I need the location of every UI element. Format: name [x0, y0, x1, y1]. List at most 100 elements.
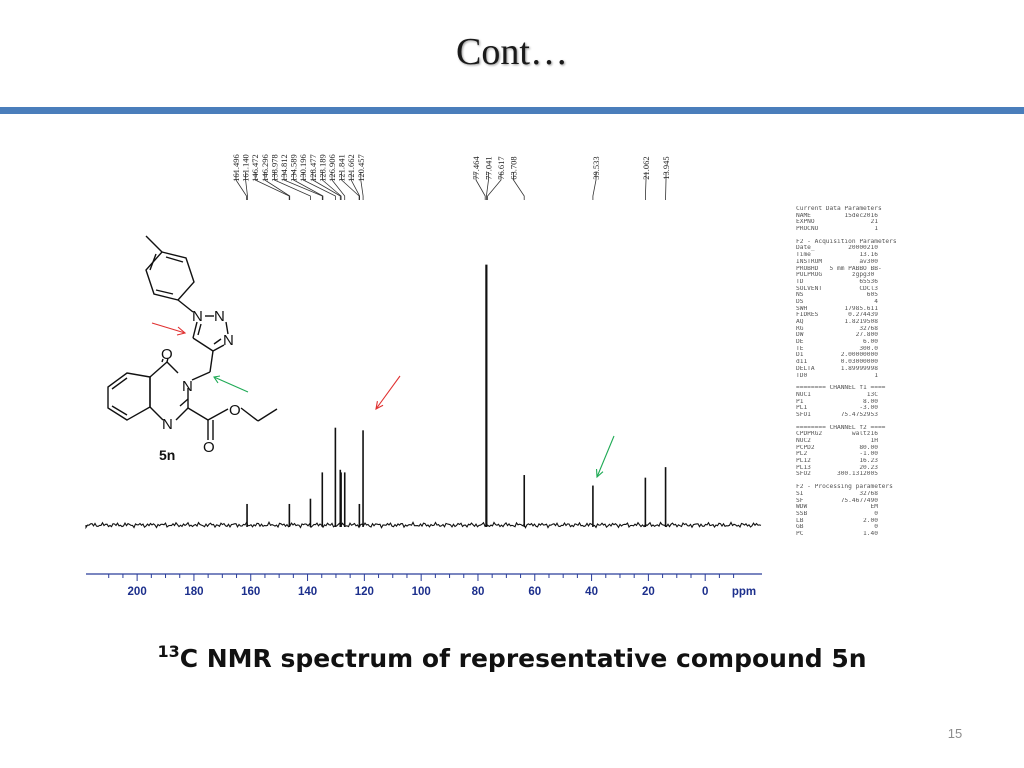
caption-text: C NMR spectrum of representative compoun… — [179, 644, 867, 673]
acquisition-param-row: PROCNO 1 — [796, 226, 878, 233]
acquisition-param-row: WDW EM — [796, 504, 878, 511]
acquisition-param-row: PCPD2 80.00 — [796, 444, 878, 451]
peak-label-leader — [245, 172, 248, 200]
acquisition-param-row: NAME 15dec2016 — [796, 212, 878, 219]
peak-label-leader — [302, 172, 336, 200]
acquisition-param-row: LB 2.00 — [796, 517, 878, 524]
acquisition-param-row: PULPROG zgpg30 — [796, 272, 875, 279]
peak-label-leader — [486, 172, 489, 200]
acquisition-param-row: PL1 -3.00 — [796, 405, 878, 412]
acquisition-param-row: RG 32768 — [796, 325, 878, 332]
peak-annotation-arrowhead — [375, 401, 384, 411]
peak-label: 13.945 — [661, 156, 671, 179]
peak-label-group: 161.496 161.140 146.472 146.296 138.978 134.8… — [231, 154, 671, 200]
acquisition-param-row: NUC1 13C — [796, 391, 878, 398]
acquisition-param-row: TD 65536 — [796, 278, 878, 285]
compound-label: 5n — [159, 447, 175, 463]
peak-label: 121.662 — [346, 154, 356, 182]
axis-tick-label: 20 — [642, 586, 655, 598]
peak-label-leader — [487, 172, 502, 200]
axis-tick-label: 160 — [241, 586, 260, 598]
atom-label-n5: N — [162, 416, 173, 433]
atom-label-o2: O — [229, 402, 241, 419]
peak-label: 161.496 — [231, 154, 241, 182]
acquisition-param-row: NUC2 1H — [796, 438, 878, 444]
atom-label-n1: N — [192, 308, 203, 325]
acquisition-param-row: PC 1.40 — [796, 530, 878, 537]
peak-group — [246, 264, 667, 527]
acquisition-param-row: DE 6.00 — [796, 339, 878, 346]
acquisition-param-row: SF 75.4677490 — [796, 497, 878, 504]
acquisition-param-row: Date_ 20000210 — [796, 245, 878, 252]
peak-label: 146.296 — [260, 154, 270, 182]
peak-label: 39.533 — [591, 156, 601, 179]
ppm-axis: 200 180 160 140 120 100 80 60 40 20 0 ppm — [86, 573, 762, 598]
caption-superscript: 13 — [157, 642, 180, 661]
peak-label: 77.041 — [484, 156, 494, 179]
peak-label: 130.196 — [298, 154, 308, 182]
peak-label: 76.617 — [496, 156, 506, 179]
peak-label-leader — [331, 172, 346, 200]
acquisition-param-row: FIDRES 0.274439 — [796, 312, 878, 319]
peak-label: 146.472 — [250, 154, 260, 182]
acquisition-param-row: D1 2.00000000 — [796, 352, 878, 359]
peak-label-leader — [254, 172, 290, 200]
acquisition-param-row: SOLVENT CDCl3 — [796, 285, 878, 292]
peak-label-leader — [360, 172, 364, 200]
page-number: 15 — [947, 726, 963, 741]
peak-label-leader — [592, 172, 597, 200]
peak-label: 126.906 — [327, 154, 337, 182]
peak-label: 138.978 — [269, 154, 279, 182]
peak-label-leader — [264, 172, 291, 200]
peak-label-leader — [312, 172, 341, 200]
structure-green-arrow — [213, 376, 249, 393]
axis-tick-label: 40 — [585, 586, 598, 598]
acquisition-param-row: SFO2 300.1312005 — [796, 471, 878, 478]
axis-tick-label: 60 — [528, 586, 541, 598]
axis-unit-label: ppm — [732, 586, 756, 598]
peak-label-leader — [645, 172, 647, 200]
axis-tick-label: 140 — [298, 586, 317, 598]
acquisition-param-row: DW 27.800 — [796, 332, 878, 339]
atom-label-n2: N — [214, 308, 225, 325]
acquisition-param-row: TD0 1 — [796, 372, 878, 379]
acquisition-param-row: NS 605 — [796, 292, 878, 299]
acquisition-param-row: SSB 0 — [796, 510, 878, 517]
acquisition-param-row: Time 13.16 — [796, 252, 878, 259]
axis-tick-label: 80 — [472, 586, 485, 598]
peak-label-leader — [235, 172, 247, 200]
acquisition-param-row: PROBHD 5 mm PABBO BB- — [796, 265, 882, 272]
peak-label-leader — [274, 172, 311, 200]
acquisition-param-row: Current Data Parameters — [796, 206, 882, 212]
acquisition-param-row: TE 300.0 — [796, 345, 878, 352]
slide-title: Cont… — [456, 31, 568, 73]
peak-label-leader — [475, 172, 486, 200]
title-divider — [0, 107, 1024, 114]
axis-tick-label: 120 — [355, 586, 374, 598]
peak-label: 134.589 — [289, 154, 299, 182]
acquisition-param-row: CPDPRG2 waltz16 — [796, 431, 878, 438]
peak-label-leader — [293, 172, 324, 200]
atom-label-o1: O — [161, 346, 173, 363]
chemical-structure — [107, 235, 278, 440]
structure-green-arrow-head — [213, 375, 221, 384]
peak-label: 21.062 — [641, 156, 651, 179]
acquisition-param-row: INSTRUM av300 — [796, 258, 878, 265]
acquisition-parameters-panel: Current Data Parameters NAME 15dec2016 EXP… — [796, 206, 939, 624]
acquisition-param-row: GB 0 — [796, 524, 878, 531]
structure-red-arrow-head — [176, 326, 187, 336]
peak-label-leader — [341, 172, 360, 200]
axis-tick-label: 100 — [412, 586, 431, 598]
spectrum-baseline — [85, 521, 762, 530]
peak-label-leader — [322, 172, 342, 200]
atom-label-n3: N — [223, 332, 234, 349]
peak-label: 121.841 — [337, 154, 347, 182]
axis-tick-label: 200 — [128, 586, 147, 598]
acquisition-param-row: SI 32768 — [796, 490, 878, 497]
peak-label: 63.708 — [509, 156, 519, 179]
peak-label-leader — [513, 172, 525, 200]
peak-annotation-arrow — [596, 435, 615, 478]
acquisition-param-row: DS 4 — [796, 298, 878, 305]
atom-label-o3: O — [203, 439, 215, 456]
